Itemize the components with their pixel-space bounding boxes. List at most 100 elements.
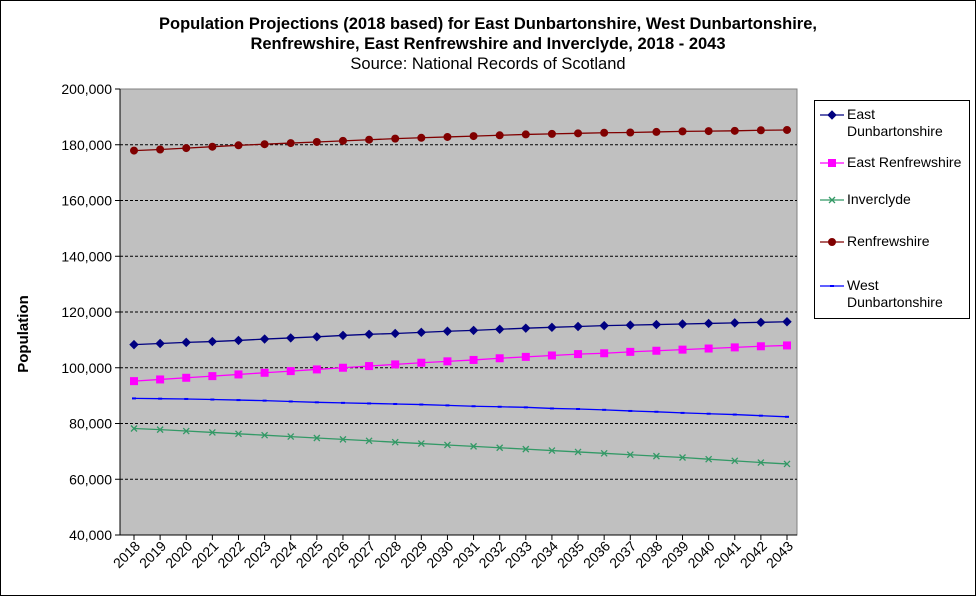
series-east-dunbartonshire [129,317,792,350]
legend-label-line: Inverclyde [847,191,911,207]
data-point-renfrewshire [547,129,556,138]
x-tick-label: 2031 [449,538,482,571]
data-point-west-dunbartonshire [654,410,659,413]
data-point-renfrewshire [495,131,504,140]
data-point-renfrewshire [521,130,530,139]
legend-label-line: Renfrewshire [847,233,930,249]
x-tick-label: 2040 [684,538,717,571]
y-axis-label: Population [15,295,32,373]
data-point-east-renfrewshire [600,349,609,358]
data-point-east-dunbartonshire [547,322,557,333]
chart-title-block: Population Projections (2018 based) for … [0,14,976,74]
data-point-east-dunbartonshire [312,332,322,342]
data-point-west-dunbartonshire [262,399,267,402]
x-tick-label: 2036 [580,538,613,571]
data-point-inverclyde [365,437,373,445]
data-point-east-dunbartonshire [599,320,609,331]
data-point-inverclyde [208,428,216,436]
data-point-east-renfrewshire [521,352,530,361]
legend-marker-inverclyde [828,196,836,204]
legend-marker-east-renfrewshire [828,159,836,167]
y-tick-label: 100,000 [61,360,112,376]
data-point-inverclyde [182,427,190,435]
data-point-west-dunbartonshire [419,403,424,406]
data-point-east-dunbartonshire [181,337,191,348]
data-point-east-dunbartonshire [756,317,766,328]
data-point-east-renfrewshire [652,346,661,355]
data-point-west-dunbartonshire [732,413,737,416]
data-point-renfrewshire [417,133,426,142]
data-point-west-dunbartonshire [523,406,528,409]
y-tick-label: 160,000 [61,193,112,209]
data-point-inverclyde [783,460,791,468]
data-point-west-dunbartonshire [602,408,607,411]
legend-symbol-west-dunbartonshire [820,285,844,287]
x-tick-label: 2041 [711,538,744,571]
data-point-renfrewshire [260,140,269,149]
data-point-inverclyde [731,457,739,465]
data-point-east-renfrewshire [495,354,504,363]
data-point-east-renfrewshire [626,347,635,356]
legend-label-inverclyde: Inverclyde [847,191,969,208]
data-point-renfrewshire [756,126,765,135]
x-tick-label: 2038 [632,538,665,571]
data-point-west-dunbartonshire [471,405,476,408]
data-point-west-dunbartonshire [628,409,633,412]
data-point-east-renfrewshire [417,358,426,367]
legend-symbol-inverclyde [820,196,844,204]
series-inverclyde [130,425,791,468]
data-point-renfrewshire [783,125,791,134]
series-line-renfrewshire [133,129,788,152]
y-tick-label: 120,000 [61,304,112,320]
data-point-inverclyde [548,447,556,454]
data-point-east-dunbartonshire [286,333,296,343]
data-point-east-renfrewshire [783,341,791,350]
legend-label-east-dunbartonshire: East Dunbartonshire [847,106,969,140]
legend-marker-west-dunbartonshire [830,285,834,287]
data-point-renfrewshire [156,145,165,154]
chart-subtitle: Source: National Records of Scotland [350,55,626,73]
data-point-inverclyde [522,445,530,453]
y-tick-label: 200,000 [61,81,112,97]
data-point-renfrewshire [443,132,452,141]
x-tick-label: 2019 [136,538,169,571]
y-tick-label: 180,000 [61,137,112,153]
data-point-east-dunbartonshire [521,323,531,333]
data-point-east-dunbartonshire [155,338,165,349]
data-point-west-dunbartonshire [314,401,319,404]
data-point-east-dunbartonshire [207,336,218,347]
data-point-west-dunbartonshire [445,404,450,407]
data-point-renfrewshire [730,126,739,135]
data-point-renfrewshire [626,128,635,137]
data-point-east-dunbartonshire [442,326,453,336]
x-tick-label: 2022 [214,538,247,571]
legend-label-line: East [847,106,876,122]
x-tick-label: 2023 [240,538,273,571]
data-point-renfrewshire [286,139,295,148]
legend-label-line: East Renfrewshire [847,154,962,170]
data-point-east-dunbartonshire [730,318,740,328]
data-point-renfrewshire [704,127,713,136]
data-point-east-dunbartonshire [677,319,688,329]
data-point-east-renfrewshire [704,344,713,353]
data-point-inverclyde [705,455,713,463]
data-point-east-dunbartonshire [468,325,479,336]
x-tick-label: 2039 [658,538,691,571]
x-tick-label: 2018 [110,538,143,571]
data-point-east-renfrewshire [730,343,739,352]
chart-title-line2: Renfrewshire, East Renfrewshire and Inve… [250,35,726,53]
series-renfrewshire [130,125,791,155]
data-point-inverclyde [156,426,164,434]
data-point-renfrewshire [678,127,687,136]
series-layer [129,125,792,468]
data-point-west-dunbartonshire [758,414,763,417]
data-point-west-dunbartonshire [236,399,241,402]
data-point-east-renfrewshire [574,350,583,359]
data-point-renfrewshire [365,135,374,144]
x-tick-label: 2032 [475,538,508,571]
data-point-east-renfrewshire [312,365,321,374]
data-point-inverclyde [130,425,138,432]
data-point-east-renfrewshire [756,342,765,351]
data-point-renfrewshire [469,132,478,141]
data-point-east-dunbartonshire [416,327,427,338]
